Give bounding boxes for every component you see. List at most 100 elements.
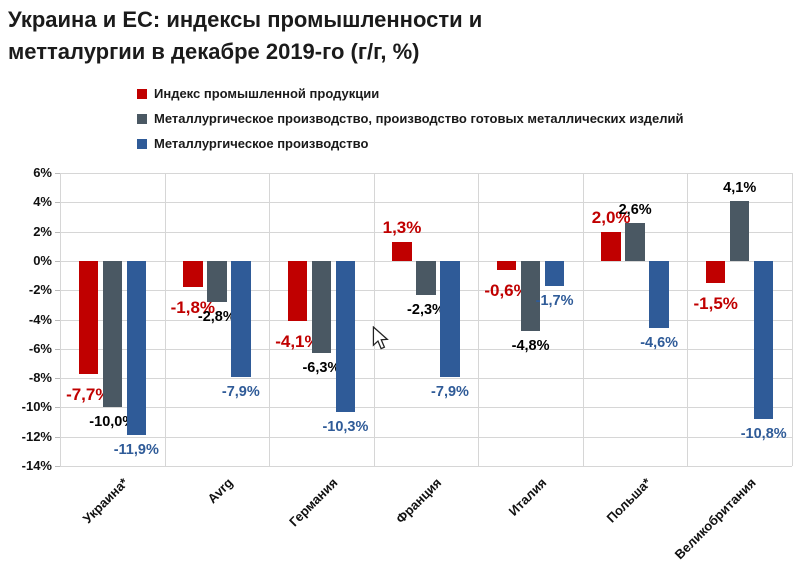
bar-2-3 xyxy=(440,260,460,377)
y-axis-tick-label: -10% xyxy=(21,399,52,415)
x-axis-category-label: Великобритания xyxy=(671,475,759,563)
bar-0-3 xyxy=(392,241,412,261)
gridline-horizontal xyxy=(60,202,792,204)
bar-value-label: -4,1% xyxy=(275,331,320,351)
legend-item-label: Индекс промышленной продукции xyxy=(154,86,380,101)
bar-value-label: -1,8% xyxy=(170,298,216,318)
bar-value-label: -4,6% xyxy=(640,335,679,352)
legend-marker-icon xyxy=(137,113,147,124)
y-axis-tick-label: 6% xyxy=(33,165,52,180)
gridline-horizontal xyxy=(60,407,792,409)
bar-value-label: -1,7% xyxy=(535,292,574,309)
gridline-horizontal xyxy=(60,436,792,438)
y-axis-tick xyxy=(55,378,60,380)
bar-value-label: 4,1% xyxy=(723,179,757,196)
bar-value-label: -6,3% xyxy=(302,360,341,377)
bar-1-1 xyxy=(207,260,227,302)
bar-value-label: -10,8% xyxy=(740,426,787,443)
legend-item-1: Металлургическое производство, производс… xyxy=(137,106,684,131)
bar-0-0 xyxy=(78,260,99,374)
chart-title-line2: метталургии в декабре 2019-го (г/г, %) xyxy=(8,38,420,64)
bar-2-1 xyxy=(231,260,251,377)
gridline-vertical xyxy=(164,173,166,466)
y-axis-tick-label: 2% xyxy=(33,223,52,239)
y-axis-tick xyxy=(55,173,60,174)
bar-value-label: -7,9% xyxy=(431,383,469,400)
bar-2-5 xyxy=(649,260,669,329)
bar-value-label: 1,3% xyxy=(382,218,422,238)
legend-item-label: Металлургическое производство xyxy=(154,136,369,151)
gridline-horizontal xyxy=(60,319,792,321)
y-axis-tick xyxy=(55,348,60,350)
x-axis-category-label: Украина* xyxy=(79,475,131,527)
gridline-horizontal xyxy=(60,173,792,174)
legend-marker-icon xyxy=(137,88,147,99)
bar-value-label: -10,0% xyxy=(89,414,136,431)
bar-2-2 xyxy=(335,260,356,412)
gridline-vertical xyxy=(582,173,584,466)
y-axis-tick-label: -4% xyxy=(28,311,52,327)
y-axis-tick xyxy=(55,466,60,467)
gridline-vertical xyxy=(687,173,689,466)
chart-title: Украина и ЕС: индексы промышленности и м… xyxy=(8,4,628,68)
y-axis-tick xyxy=(55,260,60,262)
bar-2-0 xyxy=(126,260,147,436)
gridline-vertical xyxy=(478,173,480,466)
y-axis-tick-label: -2% xyxy=(28,282,52,298)
x-axis-category-label: Франция xyxy=(393,475,445,527)
bar-1-4 xyxy=(520,260,541,332)
y-axis-tick xyxy=(55,436,60,438)
bar-1-0 xyxy=(102,260,123,408)
bar-0-1 xyxy=(183,260,203,288)
bar-value-label: -2,3% xyxy=(407,301,445,318)
y-axis-tick-label: 4% xyxy=(33,194,52,210)
gridline-horizontal xyxy=(60,231,792,233)
bar-value-label: -1,5% xyxy=(693,293,738,313)
bar-1-3 xyxy=(416,260,436,295)
gridline-horizontal xyxy=(60,378,792,380)
bar-1-6 xyxy=(729,200,750,261)
bar-1-5 xyxy=(625,222,645,261)
gridline-vertical xyxy=(792,173,793,466)
legend-item-2: Металлургическое производство xyxy=(137,131,684,156)
mouse-cursor xyxy=(372,325,390,355)
gridline-horizontal xyxy=(60,348,792,350)
gridline-vertical xyxy=(60,173,61,466)
bar-2-4 xyxy=(544,260,565,286)
y-axis-tick xyxy=(55,231,60,233)
bar-value-label: -2,8% xyxy=(197,308,236,325)
bar-value-label: -0,6% xyxy=(484,280,529,300)
legend-item-0: Индекс промышленной продукции xyxy=(137,81,684,106)
legend-marker-icon xyxy=(137,138,147,149)
bar-2-6 xyxy=(753,260,774,420)
bar-0-6 xyxy=(705,260,726,283)
y-axis-tick-label: -8% xyxy=(28,370,52,386)
y-axis-tick xyxy=(55,290,60,292)
gridline-vertical xyxy=(373,173,375,466)
y-axis-tick-label: -6% xyxy=(28,340,52,356)
bar-value-label: 2,6% xyxy=(618,201,652,218)
bar-value-label: -7,7% xyxy=(66,384,111,404)
y-axis-tick xyxy=(55,407,60,409)
bar-1-2 xyxy=(311,260,332,354)
legend-item-label: Металлургическое производство, производс… xyxy=(154,111,684,126)
x-axis-category-label: Avrg xyxy=(204,475,236,507)
bar-value-label: -7,9% xyxy=(221,383,260,400)
bar-0-5 xyxy=(601,231,621,261)
gridline-vertical xyxy=(269,173,271,466)
bar-value-label: -10,3% xyxy=(322,418,369,435)
y-axis-tick-label: -14% xyxy=(21,458,52,473)
bar-value-label: -11,9% xyxy=(113,442,159,459)
bar-0-4 xyxy=(496,260,517,270)
x-axis-category-label: Польша* xyxy=(603,475,654,526)
y-axis-tick-label: 0% xyxy=(33,252,52,268)
bar-0-2 xyxy=(287,260,308,321)
x-axis-category-label: Италия xyxy=(505,475,550,519)
y-axis-tick-label: -12% xyxy=(21,428,52,444)
y-axis-tick xyxy=(55,319,60,321)
y-axis-tick xyxy=(55,202,60,204)
bar-value-label: -4,8% xyxy=(511,338,550,355)
chart-legend: Индекс промышленной продукции Металлургич… xyxy=(137,81,684,156)
gridline-horizontal xyxy=(60,466,792,467)
